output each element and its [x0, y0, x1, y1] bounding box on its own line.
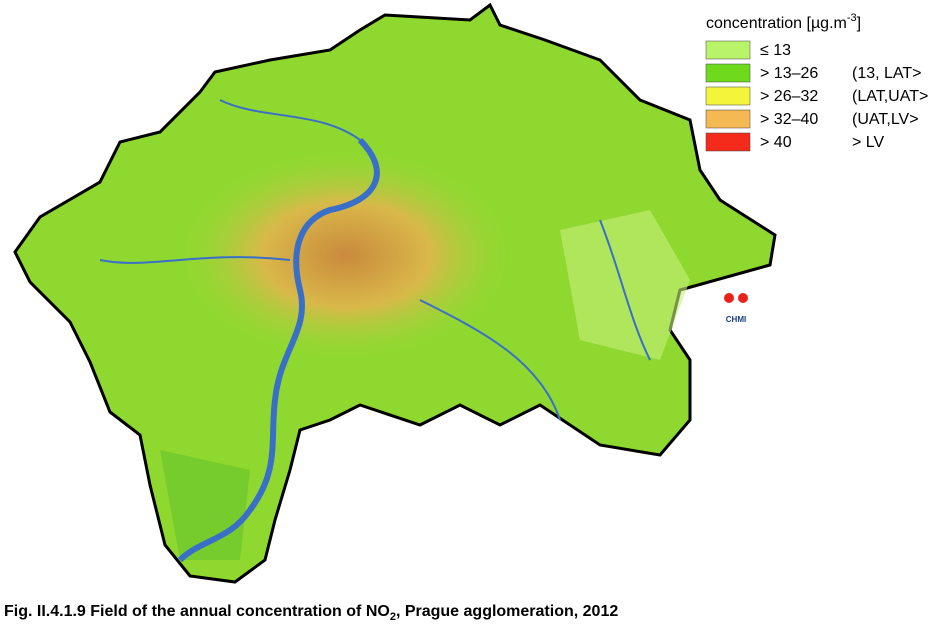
- stream: [99, 99, 651, 421]
- legend-swatch: [705, 86, 751, 106]
- caption: Fig. II.4.1.9 Field of the annual concen…: [4, 603, 618, 623]
- legend: ≤ 13 > 13–26 (13, LAT> > 26–32 (LAT,UAT> > 32…: [705, 40, 928, 152]
- legend-title-main: concentration [µg.m: [706, 15, 847, 32]
- green-low: [560, 210, 690, 360]
- legend-range: > 40: [760, 134, 792, 151]
- prague-map: [13, 2, 777, 584]
- legend-class: (LAT,UAT>: [852, 88, 928, 105]
- legend-range: > 26–32: [760, 88, 818, 105]
- legend-range: > 13–26: [760, 65, 818, 82]
- legend-swatch: [705, 132, 751, 152]
- legend-class: (UAT,LV>: [852, 111, 919, 128]
- logo-text: CHMI: [726, 315, 746, 324]
- legend-title-end: ]: [857, 15, 861, 32]
- logo-dot: [724, 293, 734, 303]
- legend-swatch: [705, 109, 751, 129]
- logo: CHMI: [724, 293, 748, 324]
- legend-range: > 32–40: [760, 111, 818, 128]
- legend-class: (13, LAT>: [852, 65, 922, 82]
- river: [177, 137, 380, 563]
- caption-main: Fig. II.4.1.9 Field of the annual concen…: [4, 603, 390, 620]
- legend-swatch: [705, 63, 751, 83]
- legend-swatch: [705, 40, 751, 60]
- logo-dot: [738, 293, 748, 303]
- legend-class: > LV: [852, 134, 885, 151]
- caption-end: , Prague agglomeration, 2012: [396, 603, 618, 620]
- caption-sub: 2: [390, 611, 396, 623]
- legend-title-sup: -3: [847, 12, 857, 24]
- legend-title: concentration [µg.m-3]: [706, 12, 861, 32]
- legend-range: ≤ 13: [760, 42, 791, 59]
- heat-zone: [130, 120, 610, 420]
